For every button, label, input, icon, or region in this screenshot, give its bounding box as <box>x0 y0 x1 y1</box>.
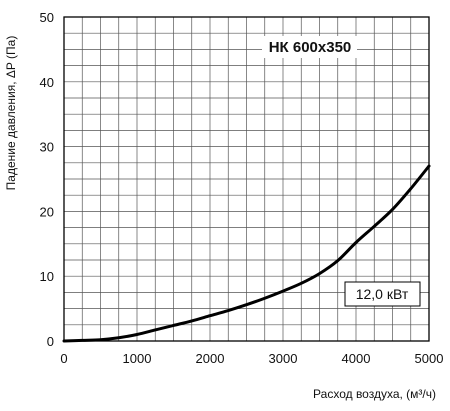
grid-lines <box>63 16 430 342</box>
chart-title: НК 600х350 <box>269 39 352 56</box>
x-tick-label: 5000 <box>415 351 444 366</box>
y-tick-label: 20 <box>40 204 54 219</box>
x-tick-label: 1000 <box>123 351 152 366</box>
x-tick-labels: 0 1000 2000 3000 4000 5000 <box>60 351 443 366</box>
y-tick-labels: 0 10 20 30 40 50 <box>40 10 54 349</box>
y-tick-label: 0 <box>47 334 54 349</box>
plot-frame <box>63 16 430 342</box>
x-tick-label: 4000 <box>342 351 371 366</box>
y-axis-label: Падение давления, ΔP (Па) <box>4 36 18 191</box>
y-tick-label: 40 <box>40 75 54 90</box>
pressure-curve <box>62 164 431 343</box>
x-tick-label: 3000 <box>269 351 298 366</box>
y-tick-label: 50 <box>40 10 54 25</box>
x-tick-label: 2000 <box>196 351 225 366</box>
y-tick-label: 30 <box>40 140 54 155</box>
annotation-box <box>344 281 421 307</box>
title-box <box>262 36 357 58</box>
x-axis-label: Расход воздуха, (м³/ч) <box>313 387 436 401</box>
y-tick-label: 10 <box>40 269 54 284</box>
x-tick-label: 0 <box>60 351 67 366</box>
power-annotation: 12,0 кВт <box>356 286 409 302</box>
